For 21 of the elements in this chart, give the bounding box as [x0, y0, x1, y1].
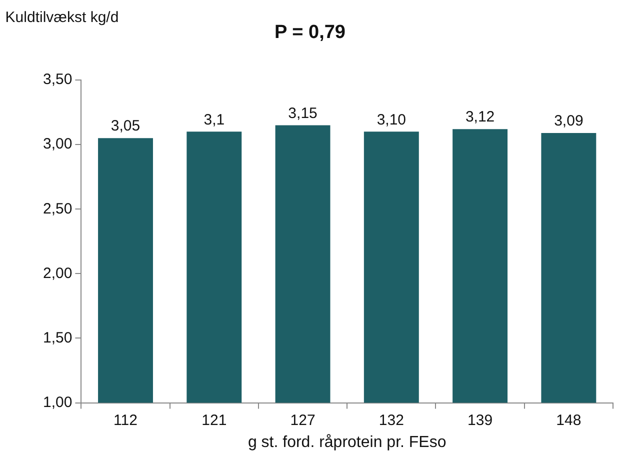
x-tick-label: 127	[290, 412, 316, 429]
chart-title: P = 0,79	[274, 22, 346, 44]
y-tick-label: 3,00	[42, 136, 72, 153]
y-tick-label: 2,50	[42, 200, 72, 218]
y-tick-label: 3,50	[42, 71, 72, 88]
x-tick-label: 148	[556, 412, 582, 429]
x-axis-title: g st. ford. råprotein pr. FEso	[248, 434, 446, 451]
x-tick-label: 112	[114, 412, 138, 429]
y-axis-title: Kuldtilvækst kg/d	[4, 8, 120, 28]
data-label: 3,10	[376, 111, 406, 128]
data-label: 3,05	[110, 118, 140, 135]
y-tick-label: 2,00	[42, 264, 72, 282]
data-label: 3,1	[204, 111, 225, 128]
y-tick-label: 1,00	[42, 394, 72, 411]
x-tick-label: 139	[468, 412, 493, 429]
x-tick-label: 132	[378, 412, 404, 429]
y-tick-label: 1,50	[42, 329, 72, 346]
x-tick-label: 121	[202, 412, 227, 429]
data-label: 3,12	[465, 108, 495, 126]
data-label: 3,15	[288, 104, 318, 122]
data-label: 3,09	[554, 112, 584, 130]
